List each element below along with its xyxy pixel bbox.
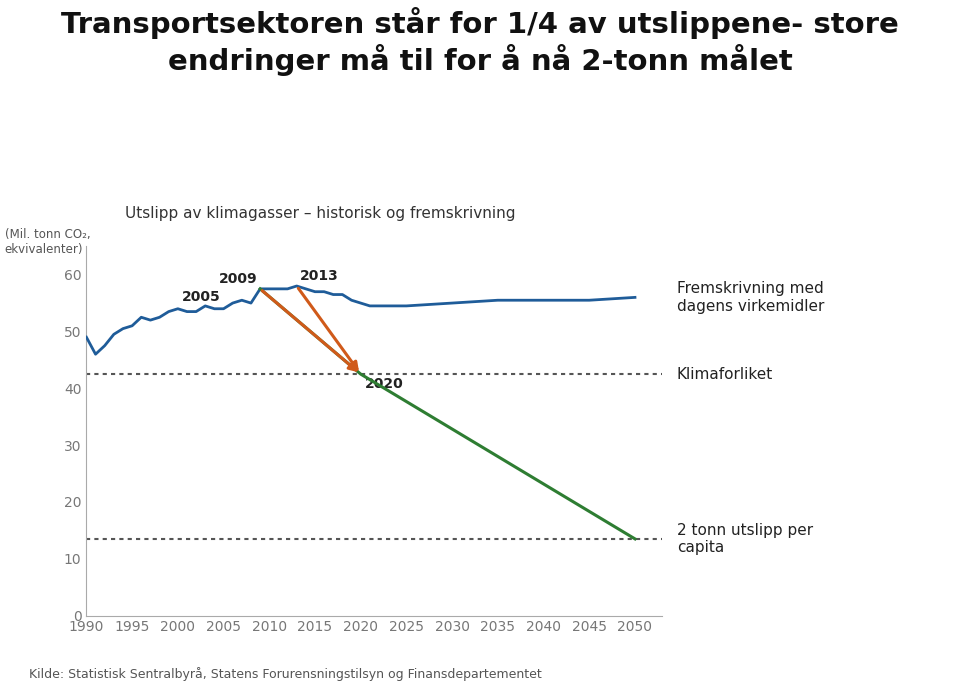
Text: 2009: 2009 [219,272,257,286]
Text: Kilde: Statistisk Sentralbyrå, Statens Forurensningstilsyn og Finansdepartemente: Kilde: Statistisk Sentralbyrå, Statens F… [29,667,541,681]
Text: Fremskrivning med
dagens virkemidler: Fremskrivning med dagens virkemidler [677,281,825,313]
Text: 2005: 2005 [182,290,221,304]
Text: Utslipp av klimagasser – historisk og fremskrivning: Utslipp av klimagasser – historisk og fr… [125,206,516,221]
Text: (Mil. tonn CO₂,
ekvivalenter): (Mil. tonn CO₂, ekvivalenter) [5,228,90,256]
Text: Transportsektoren står for 1/4 av utslippene- store
endringer må til for å nå 2-: Transportsektoren står for 1/4 av utslip… [61,7,899,76]
Text: Klimaforliket: Klimaforliket [677,367,773,382]
Text: 2 tonn utslipp per
capita: 2 tonn utslipp per capita [677,523,813,555]
Text: 2013: 2013 [300,269,338,283]
Text: 2020: 2020 [365,377,404,391]
